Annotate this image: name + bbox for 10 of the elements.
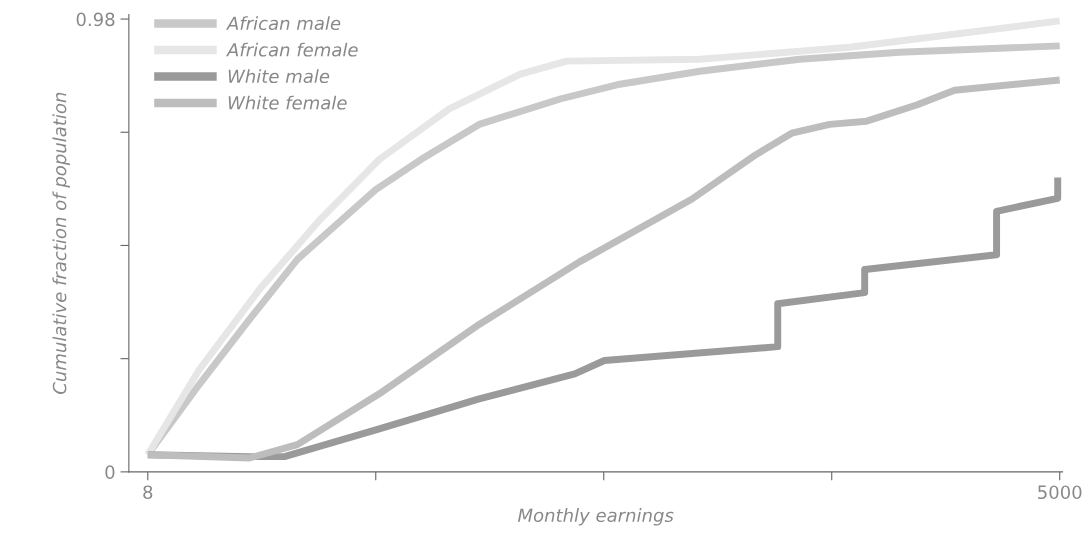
y-tick-label: 0 bbox=[105, 465, 115, 479]
y-tick-label: 0.98 bbox=[76, 12, 115, 27]
y-axis-title: Cumulative fraction of population bbox=[52, 92, 70, 394]
x-tick-label: 5000 bbox=[1038, 485, 1082, 500]
legend-label: African male bbox=[226, 16, 341, 31]
x-axis-title: Monthly earnings bbox=[517, 508, 674, 526]
x-tick-label: 8 bbox=[143, 485, 153, 500]
legend-label: White male bbox=[228, 69, 330, 84]
legend-label: African female bbox=[226, 42, 358, 57]
legend-label: White female bbox=[228, 95, 347, 110]
